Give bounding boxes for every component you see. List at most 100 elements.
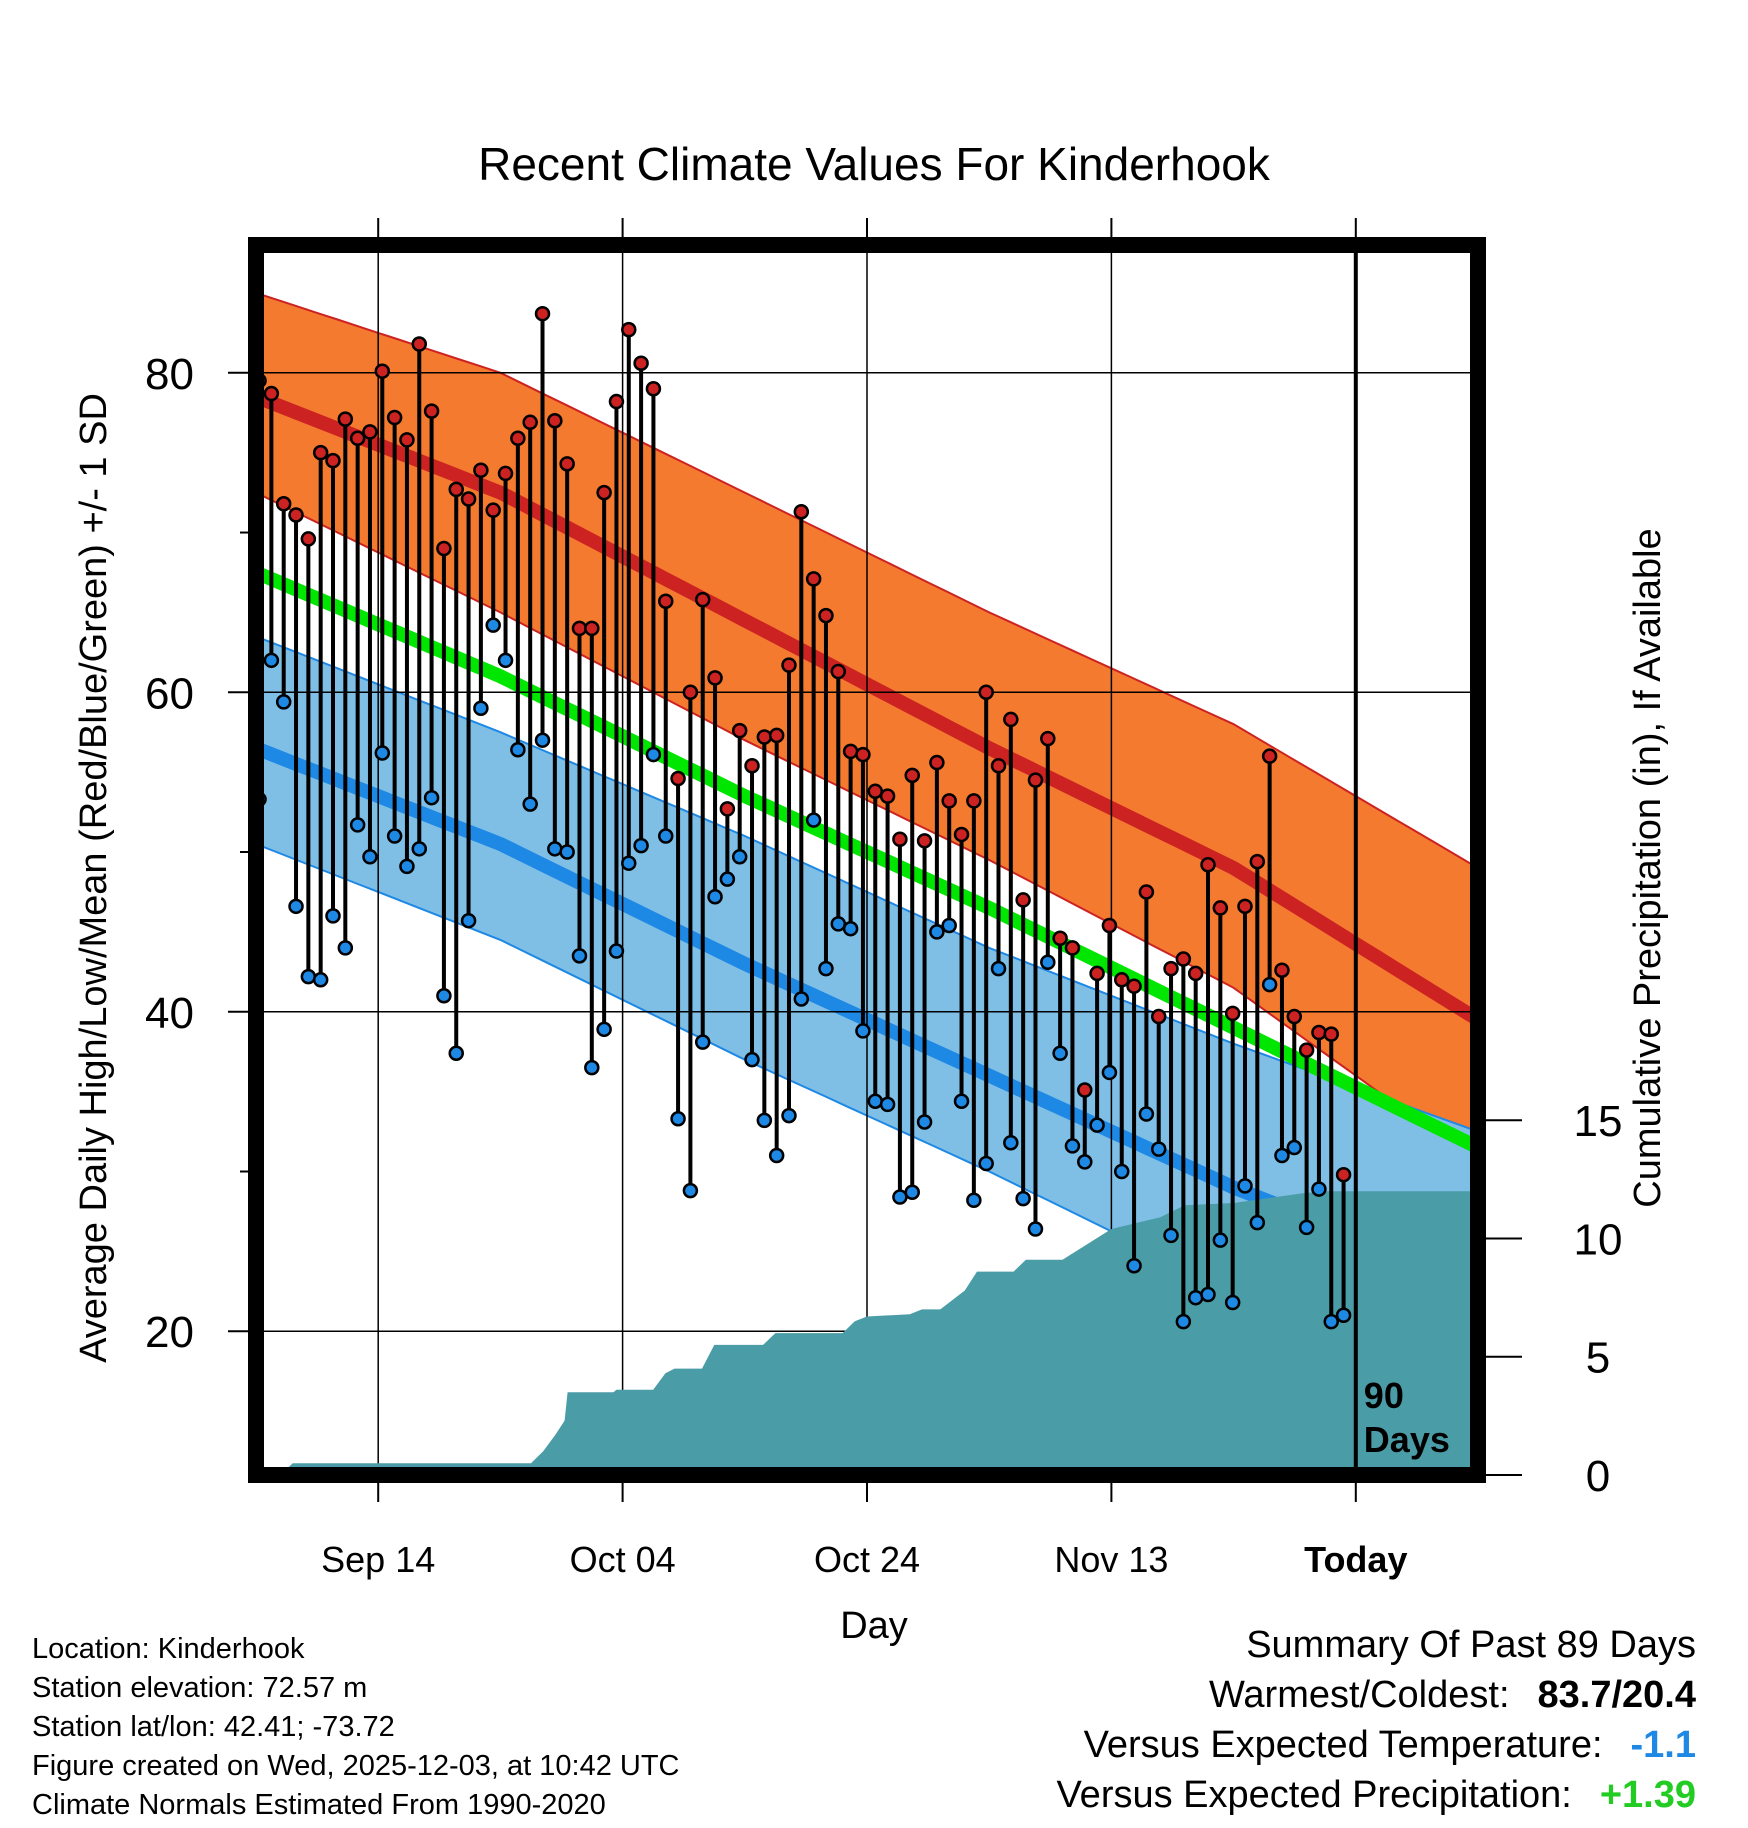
precip-value: +1.39: [1599, 1774, 1696, 1816]
daily-low-point: [1052, 1045, 1068, 1062]
daily-low-point: [941, 917, 957, 934]
daily-high-point: [842, 743, 859, 760]
y2-tick-label: 0: [1586, 1452, 1610, 1501]
daily-low-point: [1286, 1139, 1303, 1156]
daily-high-point: [781, 657, 797, 673]
y2-tick-label: 15: [1574, 1097, 1623, 1146]
daily-low-point: [781, 1107, 797, 1124]
daily-high-point: [1274, 962, 1290, 978]
daily-low-point: [1077, 1154, 1093, 1170]
daily-low-point: [337, 940, 354, 956]
daily-high-point: [1064, 940, 1081, 956]
daily-low-point: [263, 652, 280, 669]
daily-high-point: [916, 833, 933, 849]
daily-high-point: [497, 465, 514, 482]
daily-high-point: [756, 729, 773, 745]
chart-title: Recent Climate Values For Kinderhook: [478, 138, 1271, 190]
daily-low-point: [904, 1184, 920, 1201]
daily-high-point: [374, 363, 391, 379]
daily-high-point: [1113, 972, 1130, 988]
daily-high-point: [1077, 1082, 1093, 1098]
daily-high-point: [867, 783, 884, 800]
daily-low-point: [485, 617, 501, 633]
daily-low-point: [818, 960, 834, 977]
created-text: Figure created on Wed, 2025-12-03, at 10…: [32, 1750, 680, 1782]
daily-low-point: [547, 841, 563, 857]
daily-high-point: [793, 504, 810, 520]
daily-high-point: [1237, 898, 1253, 915]
daily-low-point: [966, 1192, 982, 1208]
warm-cold-label: Warmest/Coldest:: [1208, 1674, 1510, 1716]
daily-high-point: [1212, 900, 1229, 916]
daily-low-point: [522, 796, 538, 812]
daily-high-point: [559, 456, 575, 472]
daily-high-point: [312, 444, 329, 461]
daily-high-point: [1200, 857, 1216, 873]
daily-low-point: [1126, 1257, 1142, 1274]
daily-low-point: [1040, 954, 1056, 970]
daily-low-point: [559, 844, 575, 860]
daily-low-point: [386, 828, 403, 844]
summary-panel: Summary Of Past 89 Days Warmest/Coldest:…: [1056, 1620, 1696, 1820]
temp-label: Versus Expected Temperature:: [1083, 1724, 1603, 1766]
y-tick-label: 60: [145, 669, 194, 718]
daily-low-point: [460, 912, 477, 929]
daily-high-point: [658, 593, 674, 609]
daily-high-point: [349, 430, 366, 447]
daily-high-point: [1089, 965, 1105, 982]
daily-low-point: [1089, 1117, 1105, 1133]
daily-high-point: [1175, 951, 1192, 967]
daily-high-point: [953, 826, 970, 843]
daily-low-point: [990, 960, 1007, 977]
days-label-text: Days: [1364, 1419, 1450, 1460]
daily-high-point: [1298, 1042, 1315, 1058]
daily-high-point: [990, 758, 1007, 774]
daily-low-point: [349, 817, 366, 833]
daily-low-point: [1237, 1178, 1253, 1194]
daily-high-point: [325, 452, 341, 469]
daily-low-point: [719, 871, 736, 887]
daily-low-point: [805, 812, 822, 828]
daily-low-point: [399, 858, 415, 875]
daily-high-point: [1126, 978, 1142, 994]
temp-row: Versus Expected Temperature: -1.1: [1056, 1720, 1696, 1770]
daily-high-point: [1224, 1005, 1241, 1022]
daily-low-point: [707, 888, 723, 905]
daily-high-point: [855, 746, 871, 763]
daily-high-point: [1027, 772, 1044, 788]
x-tick-label: Oct 04: [570, 1539, 676, 1580]
daily-high-point: [448, 481, 464, 498]
daily-high-point: [1311, 1024, 1327, 1041]
daily-high-point: [534, 305, 551, 322]
y2-tick-label: 10: [1574, 1215, 1623, 1264]
daily-low-point: [916, 1114, 933, 1130]
daily-high-point: [707, 670, 723, 686]
axes: Sep 14 Oct 04 Oct 24 Nov 13 Today 20 40 60 80 0 5 1…: [145, 218, 1622, 1580]
daily-low-point: [362, 849, 378, 865]
daily-high-point: [1323, 1026, 1340, 1042]
warm-cold-row: Warmest/Coldest: 83.7/20.4: [1056, 1670, 1696, 1720]
daily-low-point: [1175, 1313, 1192, 1330]
latlon-text: Station lat/lon: 42.41; -73.72: [32, 1711, 395, 1743]
daily-high-point: [818, 607, 834, 624]
daily-high-point: [966, 793, 982, 809]
daily-low-point: [731, 849, 748, 865]
daily-high-point: [1249, 853, 1266, 870]
daily-low-point: [621, 855, 637, 871]
summary-title: Summary Of Past 89 Days: [1246, 1624, 1696, 1666]
daily-low-point: [645, 746, 662, 763]
daily-high-point: [1335, 1166, 1352, 1183]
daily-low-point: [830, 916, 847, 932]
daily-low-point: [682, 1182, 699, 1199]
daily-high-point: [411, 336, 428, 352]
daily-high-point: [263, 385, 280, 402]
daily-low-point: [448, 1045, 464, 1062]
daily-low-point: [978, 1155, 994, 1172]
daily-high-point: [1150, 1008, 1167, 1025]
daily-low-point: [1335, 1307, 1352, 1324]
daily-high-point: [879, 788, 896, 804]
y-axis-label: Average Daily High/Low/Mean (Red/Blue/Gr…: [73, 393, 115, 1363]
daily-low-point: [1015, 1190, 1031, 1207]
daily-high-point: [633, 355, 649, 371]
